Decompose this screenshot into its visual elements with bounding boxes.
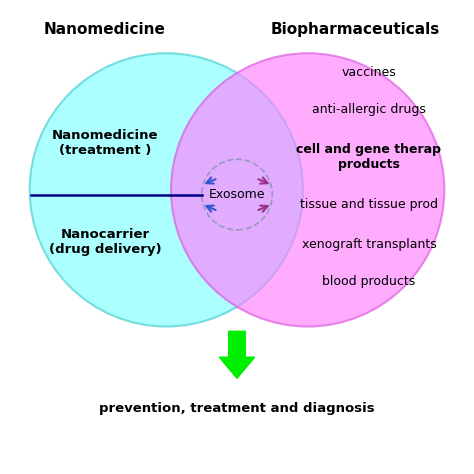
Text: blood products: blood products — [322, 275, 416, 288]
Text: anti-allergic drugs: anti-allergic drugs — [312, 103, 426, 116]
Circle shape — [30, 53, 303, 327]
Text: Biopharmaceuticals: Biopharmaceuticals — [270, 22, 439, 37]
Text: vaccines: vaccines — [342, 65, 396, 79]
Text: cell and gene therap
products: cell and gene therap products — [296, 143, 441, 171]
Circle shape — [171, 53, 444, 327]
Text: xenograft transplants: xenograft transplants — [301, 237, 437, 251]
FancyArrow shape — [219, 331, 255, 378]
Text: Nanomedicine: Nanomedicine — [44, 22, 166, 37]
Text: Exosome: Exosome — [209, 188, 265, 201]
Text: prevention, treatment and diagnosis: prevention, treatment and diagnosis — [99, 402, 375, 416]
Text: tissue and tissue prod: tissue and tissue prod — [300, 198, 438, 210]
Text: Nanocarrier
(drug delivery): Nanocarrier (drug delivery) — [49, 228, 161, 255]
Text: Nanomedicine
(treatment ): Nanomedicine (treatment ) — [52, 129, 158, 157]
